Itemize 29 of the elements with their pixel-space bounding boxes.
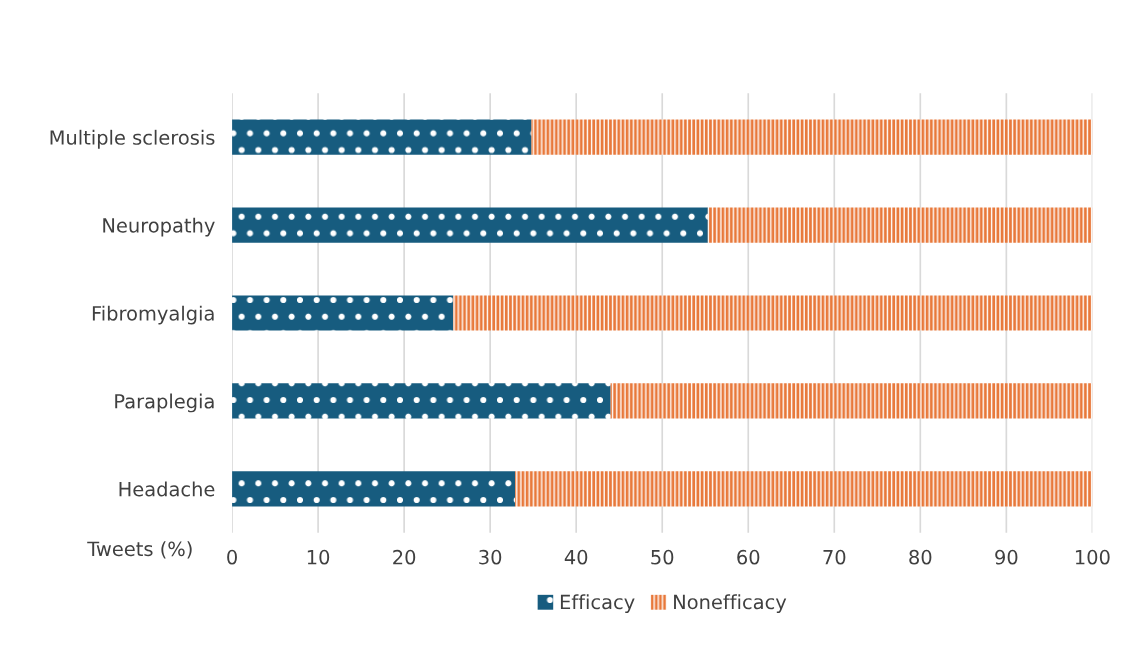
bar	[232, 207, 708, 243]
x-tick-label: 0	[227, 549, 237, 565]
bar	[232, 119, 532, 155]
legend-label: Efficacy	[560, 594, 635, 614]
bar	[610, 383, 1093, 419]
y-tick-label: Fibromyalgia	[92, 305, 214, 325]
x-tick-label: 50	[651, 549, 674, 565]
y-tick-label: Multiple sclerosis	[50, 129, 215, 149]
legend-label: Nonefficacy	[674, 594, 787, 614]
y-tick-label: Headache	[119, 481, 215, 497]
bar	[232, 383, 611, 419]
x-tick-label: 70	[823, 549, 846, 565]
x-axis-title: Tweets (%)	[87, 541, 192, 559]
y-tick-label: Paraplegia	[115, 393, 214, 413]
bar	[232, 471, 516, 507]
bar	[707, 207, 1093, 243]
x-tick-label: 40	[564, 549, 588, 565]
x-tick-label: 30	[479, 549, 502, 565]
y-tick-label: Neuropathy	[103, 217, 215, 237]
x-tick-label: 90	[995, 549, 1018, 565]
bar	[531, 119, 1093, 155]
x-tick-label: 60	[737, 549, 760, 565]
bar	[515, 471, 1093, 507]
x-tick-label: 20	[393, 549, 416, 565]
x-tick-label: 10	[307, 549, 330, 565]
x-tick-label: 100	[1075, 549, 1110, 565]
x-tick-label: 80	[909, 549, 932, 565]
bar	[453, 295, 1093, 331]
bar	[232, 295, 454, 331]
